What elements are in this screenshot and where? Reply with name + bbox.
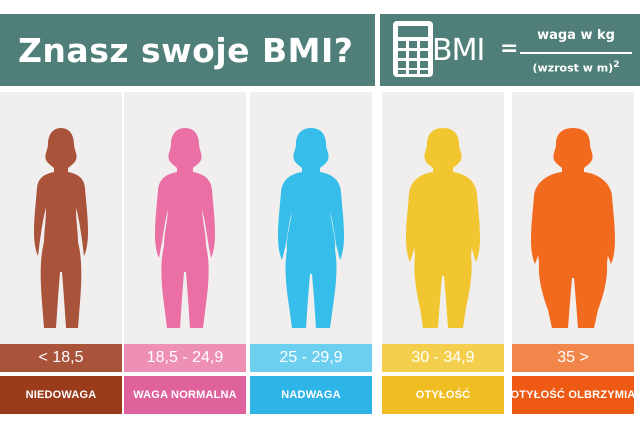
page-title: Znasz swoje BMI? <box>18 30 354 70</box>
header-title-banner: Znasz swoje BMI? <box>0 14 375 86</box>
bmi-formula-banner: BMI = waga w kg (wzrost w m)2 <box>380 14 640 86</box>
bmi-category-column: 35 > OTYŁOŚĆ OLBRZYMIA <box>511 92 635 414</box>
body-silhouette-icon <box>406 128 480 328</box>
bmi-category-label: WAGA NORMALNA <box>124 376 246 414</box>
bmi-range: 18,5 - 24,9 <box>124 344 246 372</box>
bmi-label: BMI <box>432 33 485 68</box>
denominator-text: (wzrost w m) <box>532 61 614 75</box>
body-silhouette-icon <box>531 128 615 328</box>
calculator-icon <box>393 21 433 77</box>
bmi-category-label: OTYŁOŚĆ OLBRZYMIA <box>511 376 635 414</box>
bmi-category-column: 25 - 29,9 NADWAGA <box>250 92 372 414</box>
body-silhouette-icon <box>155 128 215 328</box>
equals-sign: = <box>500 36 519 61</box>
bmi-category-label: NADWAGA <box>250 376 372 414</box>
bmi-range: 30 - 34,9 <box>382 344 504 372</box>
exponent: 2 <box>613 60 620 70</box>
bmi-range: < 18,5 <box>0 344 122 372</box>
bmi-range: 25 - 29,9 <box>250 344 372 372</box>
bmi-category-column: 30 - 34,9 OTYŁOŚĆ <box>382 92 504 414</box>
body-silhouette-icon <box>278 128 344 328</box>
bmi-category-label: NIEDOWAGA <box>0 376 122 414</box>
formula-numerator: waga w kg <box>537 28 615 43</box>
bmi-category-label: OTYŁOŚĆ <box>382 376 504 414</box>
bmi-category-column: < 18,5 NIEDOWAGA <box>0 92 122 414</box>
fraction-line <box>520 52 632 54</box>
bmi-range: 35 > <box>512 344 634 372</box>
body-silhouette-icon <box>34 128 88 328</box>
formula-denominator: (wzrost w m)2 <box>520 60 632 75</box>
bmi-category-column: 18,5 - 24,9 WAGA NORMALNA <box>124 92 246 414</box>
